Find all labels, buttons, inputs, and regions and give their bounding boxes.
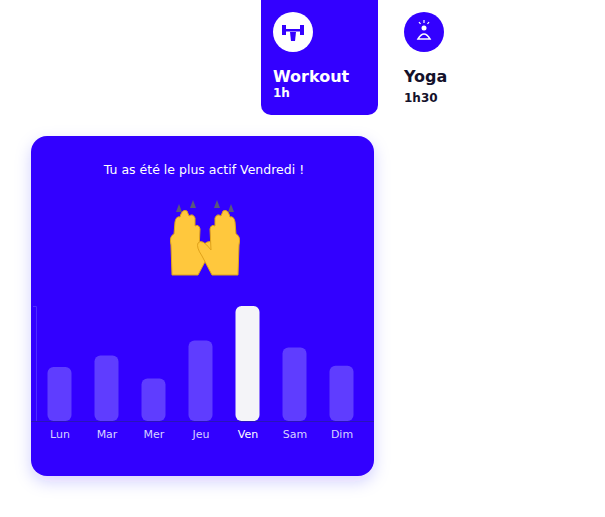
tick-mark — [33, 306, 36, 307]
page: Workout1h Yoga 1h30 Tu as été le plus actif… — [0, 0, 605, 517]
bar — [283, 347, 307, 421]
tick: Dim — [331, 428, 353, 441]
icon-glyph — [282, 25, 304, 41]
sparkle — [228, 204, 234, 212]
chart-title: Tu as été le plus actif Vendredi ! — [103, 162, 304, 177]
card-duration: 1h30 — [404, 91, 438, 105]
tick: Sam — [283, 428, 307, 441]
tick-label: Ven — [238, 428, 258, 441]
icon-part — [419, 22, 421, 24]
tick-label: Jeu — [192, 428, 210, 441]
icon-part — [290, 32, 296, 41]
sparkle — [214, 200, 220, 208]
sparkle — [176, 204, 182, 212]
tick: Mar — [97, 428, 118, 441]
tick: Mer — [144, 428, 165, 441]
axis-line — [31, 421, 374, 422]
tick-label: Mar — [97, 428, 118, 441]
axis-line — [33, 307, 37, 422]
tick-label: Dim — [331, 428, 353, 441]
hand-shape — [170, 210, 212, 275]
icon-part — [428, 22, 430, 24]
bar — [330, 366, 354, 421]
tick-label: Mer — [144, 428, 165, 441]
card-background — [261, 0, 378, 115]
activity-card[interactable]: Yoga 1h30 — [403, 12, 447, 105]
sparkle — [190, 200, 196, 208]
icon-glyph — [418, 20, 430, 39]
bars — [48, 306, 354, 421]
tick-label: Sam — [283, 428, 307, 441]
bar — [95, 355, 119, 421]
tick-label: Lun — [50, 428, 70, 441]
tick: Lun — [50, 428, 70, 441]
card-icon — [404, 12, 444, 52]
tick: Ven — [238, 428, 258, 441]
icon-part — [423, 20, 424, 23]
tick — [33, 306, 36, 307]
icon-part — [422, 26, 427, 31]
tick: Jeu — [192, 428, 210, 441]
icon-part — [418, 34, 430, 39]
bar — [48, 367, 72, 421]
icon-part — [285, 29, 301, 32]
hand — [198, 210, 240, 275]
card-title: Workout — [273, 67, 350, 86]
x-axis: Lun Mar Mer Jeu Ven Sam Dim — [31, 422, 374, 441]
illustration — [170, 200, 239, 275]
hand — [170, 210, 212, 275]
y-axis — [33, 307, 37, 422]
card-icon — [273, 12, 313, 52]
bar — [236, 306, 260, 421]
bar — [189, 341, 213, 422]
hand-shape — [198, 210, 240, 275]
bar — [142, 378, 166, 421]
card-title: Yoga — [403, 67, 447, 86]
card-duration: 1h — [273, 86, 290, 100]
activity-card[interactable]: Workout1h — [261, 0, 378, 115]
card-background — [31, 136, 374, 476]
chart-card: Tu as été le plus actif Vendredi ! Lun Mar… — [31, 136, 374, 476]
